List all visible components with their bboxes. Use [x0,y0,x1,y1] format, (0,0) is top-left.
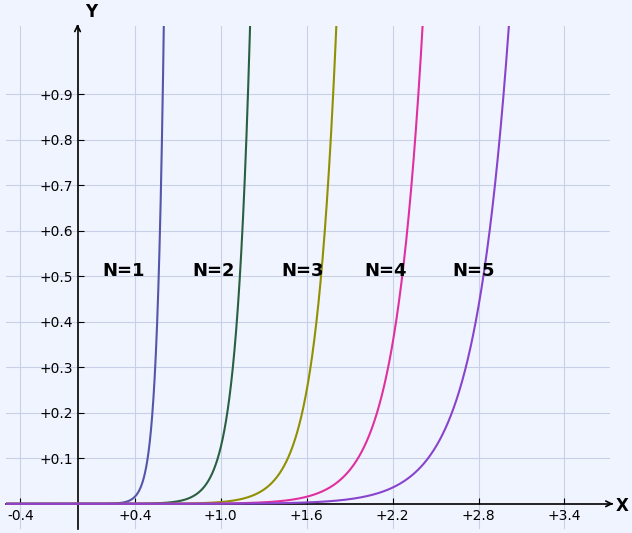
Text: X: X [616,497,629,515]
Text: N=4: N=4 [364,262,406,280]
Text: N=2: N=2 [192,262,234,280]
Text: N=5: N=5 [453,262,495,280]
Text: N=1: N=1 [102,262,144,280]
Text: N=3: N=3 [281,262,324,280]
Text: Y: Y [85,3,97,21]
